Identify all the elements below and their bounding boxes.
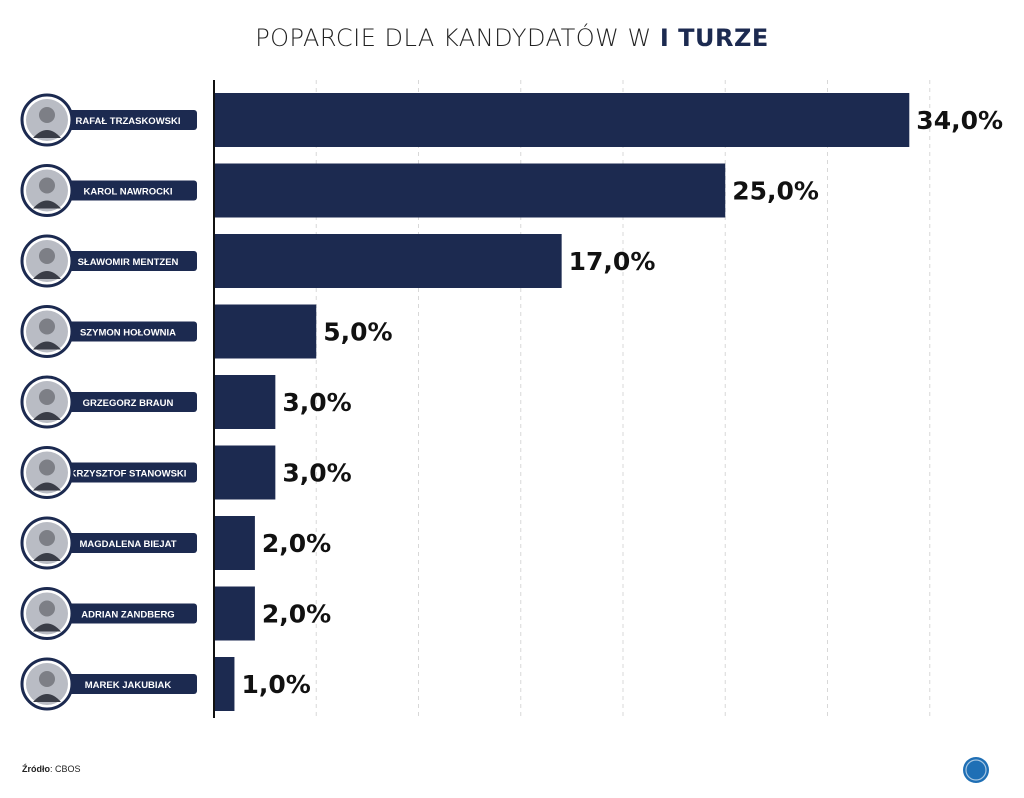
bar	[214, 516, 255, 570]
avatar-shoulders-icon	[33, 341, 61, 350]
candidate-name-label: MAGDALENA BIEJAT	[79, 539, 176, 550]
bar-value-label: 5,0%	[323, 318, 392, 347]
bar	[214, 375, 276, 429]
candidate-label-bg	[60, 321, 197, 342]
bar-value-label: 3,0%	[282, 459, 351, 488]
bar-value-label: 3,0%	[282, 388, 351, 417]
bar-value-label: 25,0%	[732, 177, 819, 206]
tvn24-logo	[963, 757, 989, 783]
candidate-name-label: ADRIAN ZANDBERG	[81, 610, 174, 621]
candidate-name-label: MAREK JAKUBIAK	[85, 680, 172, 691]
candidate-name-label: KAROL NAWROCKI	[83, 187, 172, 198]
candidate-label-bg	[60, 603, 197, 624]
avatar-head-icon	[39, 530, 55, 546]
bar-value-label: 34,0%	[916, 106, 1003, 135]
avatar-shoulders-icon	[33, 271, 61, 279]
avatar-head-icon	[39, 177, 55, 194]
candidate-label-bg	[60, 180, 197, 201]
bar	[214, 304, 317, 359]
bar	[214, 586, 255, 641]
candidate-name-label: SŁAWOMIR MENTZEN	[78, 257, 179, 268]
bar	[214, 93, 910, 147]
bar-value-label: 1,0%	[241, 670, 310, 699]
chart-title-prefix: POPARCIE DLA KANDYDATÓW W	[255, 24, 660, 52]
avatar-head-icon	[39, 318, 55, 335]
chart-title-emphasis: I TURZE	[659, 24, 769, 52]
avatar-head-icon	[39, 107, 55, 123]
avatar-shoulders-icon	[33, 623, 61, 632]
bar-value-label: 2,0%	[262, 600, 331, 629]
candidate-label-bg	[60, 251, 197, 271]
chart-title: POPARCIE DLA KANDYDATÓW W I TURZE	[0, 24, 1024, 52]
candidate-label-bg	[60, 110, 197, 130]
avatar-shoulders-icon	[33, 694, 61, 702]
candidate-label-bg	[60, 392, 197, 412]
candidate-label-bg	[60, 674, 197, 694]
candidate-name-label: RAFAŁ TRZASKOWSKI	[75, 116, 180, 127]
candidate-name-label: KRZYSZTOF STANOWSKI	[70, 469, 187, 480]
source-value: : CBOS	[50, 764, 81, 774]
avatar-shoulders-icon	[33, 412, 61, 420]
bar	[214, 234, 562, 288]
avatar-head-icon	[39, 459, 55, 476]
candidate-name-label: GRZEGORZ BRAUN	[83, 398, 174, 409]
bar-value-label: 2,0%	[262, 529, 331, 558]
candidate-name-label: SZYMON HOŁOWNIA	[80, 328, 176, 339]
avatar-shoulders-icon	[33, 130, 61, 138]
bar	[214, 657, 235, 711]
source-note: Źródło: CBOS	[22, 764, 81, 774]
source-label: Źródło	[22, 764, 50, 774]
bar	[214, 163, 726, 218]
avatar-shoulders-icon	[33, 200, 61, 209]
bar-value-label: 17,0%	[569, 247, 656, 276]
avatar-head-icon	[39, 671, 55, 687]
candidate-label-bg	[60, 462, 197, 483]
avatar-head-icon	[39, 248, 55, 264]
bar	[214, 445, 276, 500]
avatar-head-icon	[39, 600, 55, 617]
avatar-shoulders-icon	[33, 553, 61, 561]
avatar-shoulders-icon	[33, 482, 61, 491]
avatar-head-icon	[39, 389, 55, 405]
candidate-label-bg	[60, 533, 197, 553]
